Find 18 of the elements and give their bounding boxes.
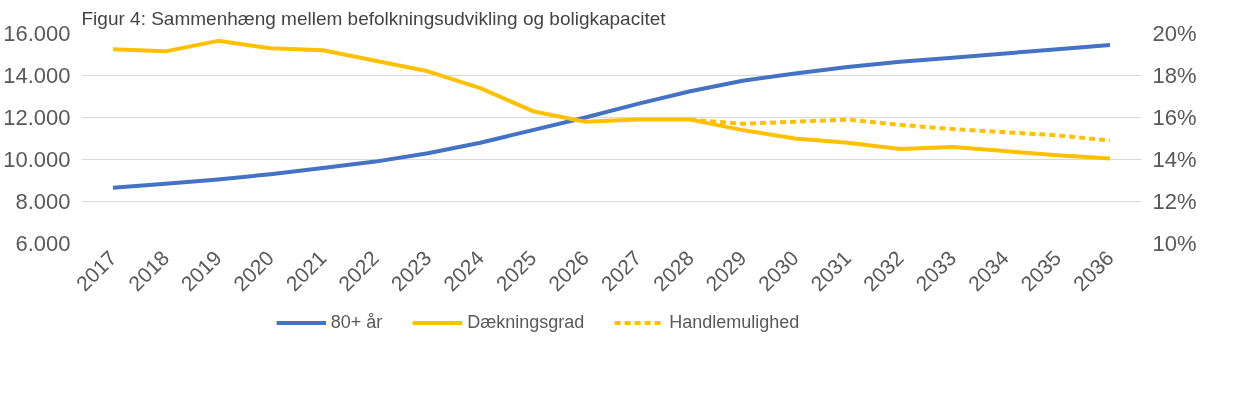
line-series bbox=[110, 38, 1113, 161]
y-tick-label: 12.000 bbox=[3, 105, 71, 130]
legend-label: Handlemulighed bbox=[669, 311, 800, 333]
y2-tick-label: 10% bbox=[1152, 231, 1197, 256]
y-tick-label: 8.000 bbox=[15, 189, 71, 214]
chart-title: Figur 4: Sammenhæng mellem befolkningsudvikling og boligkapacitet bbox=[81, 7, 667, 29]
y2-tick-label: 16% bbox=[1152, 105, 1197, 130]
legend-label: 80+ år bbox=[330, 311, 383, 333]
y-tick-label: 14.000 bbox=[3, 63, 71, 88]
y-tick-label: 6.000 bbox=[15, 231, 71, 256]
y-tick-label: 16.000 bbox=[3, 21, 71, 46]
y2-tick-label: 14% bbox=[1152, 147, 1197, 172]
y2-tick-label: 12% bbox=[1152, 189, 1197, 214]
y2-tick-label: 18% bbox=[1152, 63, 1197, 88]
line-series bbox=[110, 43, 1113, 190]
legend-label: Dækningsgrad bbox=[467, 311, 585, 333]
y2-tick-label: 20% bbox=[1152, 21, 1197, 46]
y-tick-label: 10.000 bbox=[3, 147, 71, 172]
